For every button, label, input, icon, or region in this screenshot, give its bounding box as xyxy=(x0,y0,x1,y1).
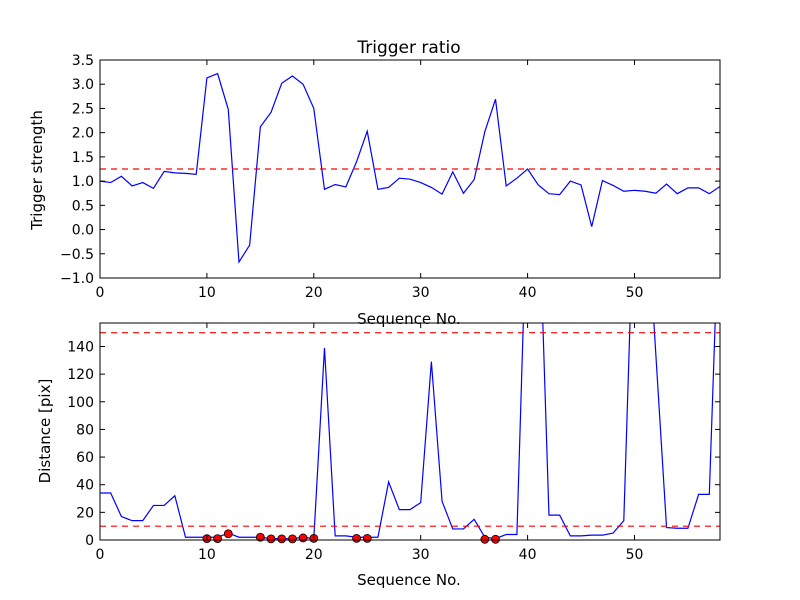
trigger-ratio-chart: Trigger ratio Sequence No. Trigger stren… xyxy=(28,38,721,328)
y-tick-label: 3.5 xyxy=(72,53,94,69)
data-point-marker xyxy=(266,534,276,544)
y-tick-label: 0.0 xyxy=(72,223,94,239)
data-point-marker xyxy=(298,533,308,543)
x-tick-label: 50 xyxy=(626,547,644,563)
y-tick-label: 1.0 xyxy=(72,174,94,190)
y-axis-label: Distance [pix] xyxy=(36,379,54,484)
y-tick-label: 120 xyxy=(67,367,94,383)
y-tick-label: 1.5 xyxy=(72,150,94,166)
y-tick-label: 2.5 xyxy=(72,101,94,117)
y-tick-label: −1.0 xyxy=(60,271,94,287)
y-tick-label: 80 xyxy=(76,422,94,438)
x-tick-label: 20 xyxy=(305,285,323,301)
data-point-marker xyxy=(288,534,297,544)
x-axis-label: Sequence No. xyxy=(357,571,461,589)
y-tick-label: 100 xyxy=(67,395,94,411)
data-point-marker xyxy=(223,529,233,539)
x-tick-label: 50 xyxy=(626,285,644,301)
data-point-marker xyxy=(362,533,372,543)
distance-chart: Sequence No. Distance [pix] 0 10 20 30 40 50 0… xyxy=(36,322,721,589)
x-tick-label: 40 xyxy=(519,547,537,563)
y-tick-label: −0.5 xyxy=(60,247,94,263)
data-point-marker xyxy=(277,534,287,544)
x-tick-label: 30 xyxy=(412,547,430,563)
data-point-marker xyxy=(255,532,265,542)
plot-frame xyxy=(99,59,721,279)
data-point-marker xyxy=(213,534,222,544)
y-tick-label: 0 xyxy=(85,533,94,549)
x-tick-label: 10 xyxy=(198,285,216,301)
data-series-line xyxy=(100,72,720,264)
x-tick-label: 40 xyxy=(519,285,537,301)
y-tick-label: 20 xyxy=(76,505,94,521)
data-point-marker xyxy=(352,533,361,543)
y-tick-label: 40 xyxy=(76,478,94,494)
y-tick-label: 0.5 xyxy=(72,198,94,214)
plot-frame xyxy=(99,322,721,541)
x-tick-label: 30 xyxy=(412,285,430,301)
y-tick-label: 140 xyxy=(67,339,94,355)
x-axis-label: Sequence No. xyxy=(357,310,461,328)
x-tick-label: 0 xyxy=(96,547,105,563)
x-tick-label: 0 xyxy=(96,285,105,301)
x-tick-label: 10 xyxy=(198,547,216,563)
y-axis-label: Trigger strength xyxy=(28,110,46,231)
y-tick-label: 2.0 xyxy=(72,126,94,142)
data-point-marker xyxy=(491,534,500,544)
y-tick-label: 3.0 xyxy=(72,77,94,93)
chart-title: Trigger ratio xyxy=(356,38,460,58)
x-tick-label: 20 xyxy=(305,547,323,563)
data-point-marker xyxy=(480,534,490,544)
y-tick-label: 60 xyxy=(76,450,94,466)
